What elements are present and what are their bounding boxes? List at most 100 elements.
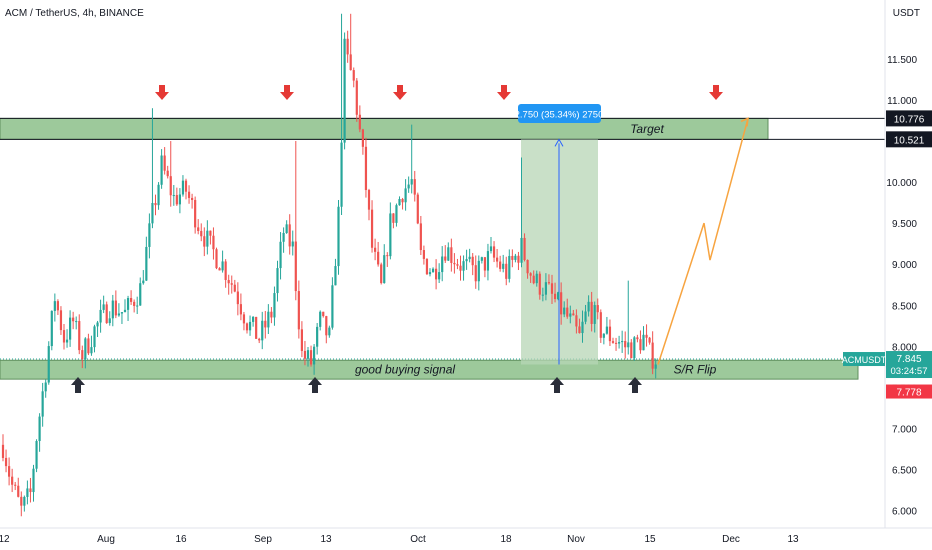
- candle-body: [139, 283, 142, 306]
- candle-body: [370, 209, 374, 248]
- time-tick-label: 15: [644, 534, 656, 545]
- candle-body: [563, 307, 566, 315]
- candle-body: [508, 255, 511, 279]
- candle-body: [44, 382, 47, 392]
- candle-body: [75, 321, 78, 323]
- projection-path: [657, 118, 749, 365]
- candle-body: [459, 265, 462, 271]
- candle-body: [566, 307, 569, 317]
- candle-body: [398, 199, 401, 206]
- price-tick-label: 6.000: [892, 507, 917, 518]
- candle-body: [69, 317, 72, 340]
- candle-body: [239, 304, 242, 315]
- candle-body: [245, 323, 249, 331]
- candle-body: [114, 300, 117, 316]
- zones-layer: Target good buying signal S/R Flip: [0, 117, 885, 380]
- candle-body: [575, 315, 578, 327]
- candle-body: [142, 280, 145, 284]
- price-tick-label: 11.000: [887, 96, 917, 107]
- candle-body: [349, 54, 352, 71]
- candle-body: [633, 337, 636, 359]
- candle-body: [520, 237, 523, 263]
- candle-body: [364, 146, 368, 191]
- candle-body: [224, 261, 227, 280]
- candle-body: [26, 488, 29, 497]
- candle-body: [377, 251, 380, 265]
- last-price-label: 7.845: [896, 354, 921, 365]
- candle-body: [117, 313, 120, 316]
- time-tick-label: 13: [787, 534, 799, 545]
- candle-body: [309, 350, 313, 365]
- candle-body: [273, 293, 276, 318]
- candle-body: [654, 364, 657, 369]
- candle-body: [11, 476, 14, 485]
- up-arrow-marker: [308, 377, 322, 393]
- candle-body: [151, 203, 154, 224]
- candle-body: [178, 194, 181, 205]
- candle-body: [303, 350, 307, 359]
- price-tick-label: 8.500: [892, 301, 917, 312]
- candle-body: [557, 292, 560, 300]
- price-tick-label: 9.500: [892, 219, 917, 230]
- time-tick-label: Sep: [254, 534, 272, 545]
- candle-body: [486, 251, 490, 271]
- candle-body: [578, 326, 581, 334]
- candle-body: [410, 179, 413, 185]
- time-axis[interactable]: 12 Aug 16 Sep 13 Oct 18 Nov 15 Dec 13: [0, 534, 799, 545]
- candle-body: [203, 236, 206, 247]
- candle-body: [96, 322, 99, 327]
- candle-body: [340, 142, 343, 207]
- candle-body: [267, 311, 270, 328]
- candle-body: [541, 294, 544, 296]
- candle-body: [483, 257, 486, 271]
- candle-body: [425, 258, 429, 275]
- candle-body: [523, 237, 526, 261]
- candle-body: [453, 262, 456, 265]
- candle-body: [337, 206, 340, 267]
- candle-body: [236, 291, 239, 305]
- candle-body: [62, 330, 66, 343]
- buying-zone: [0, 359, 859, 380]
- candle-body: [422, 250, 425, 259]
- candle-body: [160, 155, 163, 185]
- candle-body: [157, 184, 160, 206]
- candle-body: [130, 298, 133, 302]
- time-tick-label: 16: [175, 534, 187, 545]
- candle-body: [212, 235, 215, 250]
- buying-zone-label: good buying signal: [355, 363, 455, 377]
- price-tag-label: 10.521: [894, 135, 925, 146]
- up-arrow-marker: [628, 377, 642, 393]
- time-tick-label: 18: [500, 534, 512, 545]
- down-arrow-marker: [709, 85, 723, 100]
- candle-body: [496, 257, 499, 262]
- candle-body: [611, 341, 615, 343]
- candle-body: [221, 261, 224, 271]
- candle-body: [560, 292, 563, 315]
- candle-body: [297, 291, 300, 330]
- candle-body: [252, 316, 255, 322]
- candle-body: [133, 301, 136, 306]
- candle-body: [590, 301, 593, 324]
- candle-body: [17, 485, 20, 497]
- currency-label: USDT: [893, 8, 920, 19]
- candle-body: [355, 80, 358, 115]
- down-arrow-marker: [155, 85, 169, 100]
- candle-body: [602, 333, 605, 338]
- candle-body: [258, 338, 261, 341]
- up-arrow-marker: [550, 377, 564, 393]
- candle-body: [84, 338, 87, 359]
- candle-body: [651, 342, 654, 369]
- candle-body: [81, 350, 84, 359]
- last-price-tag: [886, 351, 932, 379]
- candle-body: [248, 321, 252, 331]
- candle-body: [456, 264, 459, 266]
- time-tick-label: 12: [0, 534, 10, 545]
- candle-body: [584, 311, 587, 322]
- candle-body: [358, 114, 361, 130]
- measure-arrowhead: [554, 138, 564, 147]
- candle-body: [547, 282, 551, 284]
- candle-body: [319, 311, 322, 327]
- candle-body: [407, 184, 410, 189]
